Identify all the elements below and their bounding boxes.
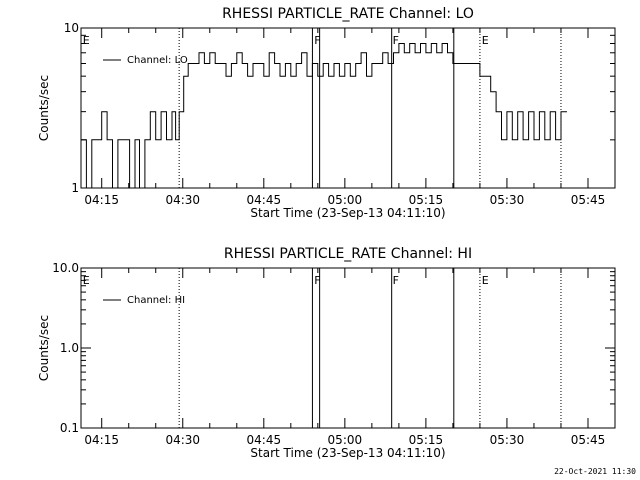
chart-title: RHESSI PARTICLE_RATE Channel: HI — [224, 246, 472, 262]
y-tick-label: 10 — [64, 21, 79, 35]
x-tick-label: 05:30 — [490, 193, 525, 207]
flag-label: F — [314, 274, 320, 287]
flag-label: E — [83, 34, 90, 47]
x-tick-label: 04:15 — [84, 433, 119, 447]
y-tick-label: 1.0 — [60, 341, 79, 355]
chart-1: RHESSI PARTICLE_RATE Channel: HI 0.1 1.0 10… — [37, 246, 616, 460]
x-axis-label: Start Time (23-Sep-13 04:11:10) — [250, 446, 445, 460]
chart-0: RHESSI PARTICLE_RATE Channel: LO 1 10 04:15… — [37, 6, 616, 220]
legend-label: Channel: LO — [127, 55, 188, 66]
legend-label: Channel: HI — [127, 295, 185, 306]
plot-frame — [80, 267, 616, 429]
x-tick-label: 04:30 — [165, 193, 200, 207]
series-line — [81, 43, 567, 189]
flag-label: E — [482, 274, 489, 287]
flag-label: E — [482, 34, 489, 47]
x-tick-label: 05:45 — [571, 193, 606, 207]
y-axis-label: Counts/sec — [37, 75, 51, 141]
x-tick-label: 05:00 — [328, 193, 363, 207]
y-tick-label: 1 — [71, 181, 79, 195]
y-axis-label: Counts/sec — [37, 315, 51, 381]
x-tick-label: 05:30 — [490, 433, 525, 447]
timestamp-label: 22-Oct-2021 11:30 — [554, 467, 636, 476]
flag-label: F — [314, 34, 320, 47]
x-tick-label: 04:15 — [84, 193, 119, 207]
x-tick-label: 05:15 — [409, 433, 444, 447]
x-tick-label: 04:45 — [247, 193, 282, 207]
x-tick-label: 05:00 — [328, 433, 363, 447]
x-axis-label: Start Time (23-Sep-13 04:11:10) — [250, 206, 445, 220]
x-tick-label: 05:15 — [409, 193, 444, 207]
plot-frame — [80, 27, 616, 189]
y-tick-label: 0.1 — [60, 421, 79, 435]
x-tick-label: 05:45 — [571, 433, 606, 447]
chart-title: RHESSI PARTICLE_RATE Channel: LO — [222, 6, 474, 22]
x-tick-label: 04:45 — [247, 433, 282, 447]
flag-label: F — [393, 34, 399, 47]
flag-label: F — [393, 274, 399, 287]
flag-label: E — [83, 274, 90, 287]
y-tick-label: 10.0 — [52, 261, 79, 275]
x-tick-label: 04:30 — [165, 433, 200, 447]
